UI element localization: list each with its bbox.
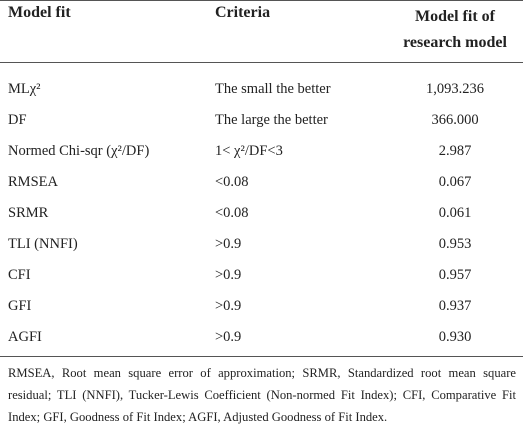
table-cell: 0.067 [438,174,472,190]
table-cell: <0.08 [215,205,249,221]
table-cell: RMSEA [8,174,58,190]
table-cell: MLχ² [8,81,41,97]
table-cell: 366.000 [431,112,479,128]
footnote: RMSEA, Root mean square error of approxi… [8,366,516,424]
table-cell: >0.9 [215,329,242,345]
header-cell: Criteria [215,4,271,21]
table-cell: DF [8,112,27,128]
table-cell: The small the better [215,81,331,97]
header-cell: Model fit of research model [403,8,507,51]
table-cell: CFI [8,267,31,283]
table-cell: Normed Chi-sqr (χ²/DF) [8,143,150,159]
table-cell: 0.930 [438,329,472,345]
table-cell: The large the better [215,112,328,128]
table-cell: 0.953 [438,236,472,252]
header-cell: Model fit [8,4,71,21]
table-cell: TLI (NNFI) [8,236,78,252]
table-cell: 2.987 [438,143,472,159]
table-cell: >0.9 [215,236,242,252]
table-cell: AGFI [8,329,42,345]
table-cell: >0.9 [215,298,242,314]
top-rule [0,0,523,1]
table-cell: 0.957 [438,267,472,283]
header-rule [0,62,523,63]
bottom-rule [0,356,523,357]
table-cell: 0.061 [438,205,472,221]
table-cell: GFI [8,298,32,314]
table-cell: 1,093.236 [426,81,484,97]
table-cell: SRMR [8,205,49,221]
table-cell: 0.937 [438,298,472,314]
table-cell: 1< χ²/DF<3 [215,143,283,159]
table-cell: <0.08 [215,174,249,190]
table-cell: >0.9 [215,267,242,283]
